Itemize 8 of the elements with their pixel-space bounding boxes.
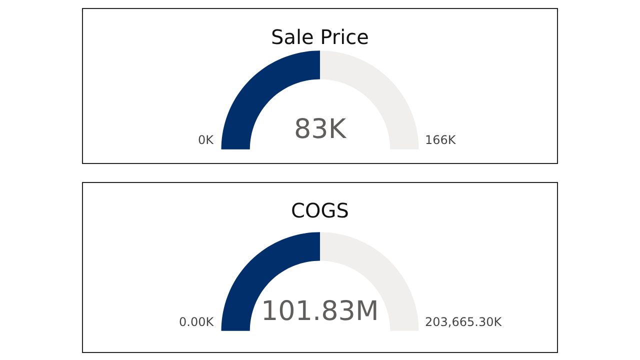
text: 83K — [294, 114, 348, 145]
chart-title: Sale Price — [271, 24, 369, 49]
chart-title: COGS — [291, 198, 349, 223]
text: 203,665.30K — [425, 315, 503, 329]
text: 0K — [198, 133, 215, 147]
text: 166K — [425, 133, 457, 147]
text: 101.83M — [261, 296, 379, 327]
text: 0.00K — [179, 315, 215, 329]
